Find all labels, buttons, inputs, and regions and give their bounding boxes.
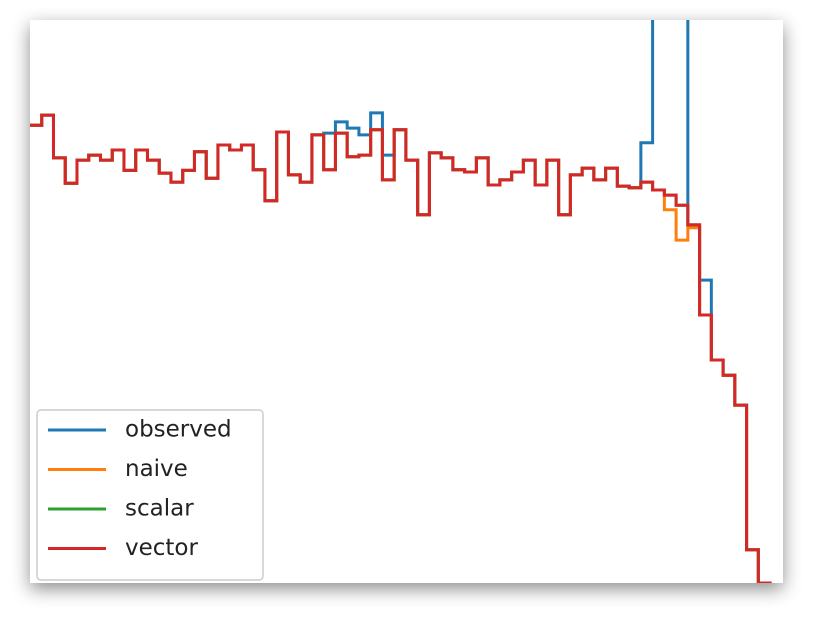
legend-label: scalar xyxy=(125,496,194,522)
legend: observed naive scalar vector xyxy=(36,409,264,581)
legend-label: vector xyxy=(125,535,198,561)
step-line xyxy=(30,113,772,583)
legend-box xyxy=(36,409,264,581)
legend-label: observed xyxy=(125,417,232,443)
legend-label: naive xyxy=(125,456,188,482)
plot-lines xyxy=(30,20,772,583)
